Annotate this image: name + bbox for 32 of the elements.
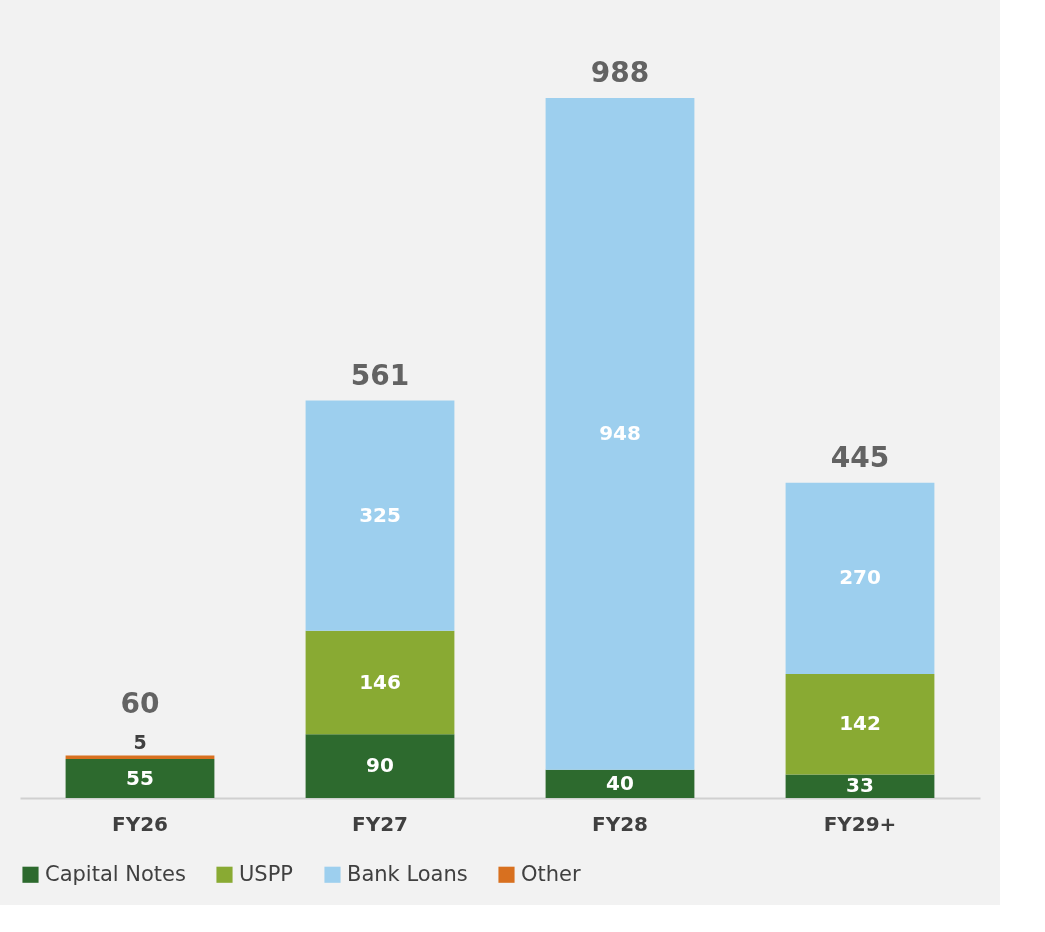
data-label: 33 bbox=[846, 773, 874, 798]
data-label: 142 bbox=[839, 711, 881, 736]
x-tick-label: FY26 bbox=[112, 811, 168, 836]
legend-label: Other bbox=[521, 861, 581, 886]
bar bbox=[65, 759, 215, 798]
bar bbox=[785, 774, 935, 798]
bar bbox=[305, 400, 455, 631]
total-label: 561 bbox=[350, 358, 410, 392]
bar bbox=[545, 98, 695, 770]
data-label: 40 bbox=[606, 770, 634, 795]
bar bbox=[785, 482, 935, 675]
x-tick-label: FY28 bbox=[592, 811, 648, 836]
bar bbox=[65, 755, 215, 760]
total-label: 988 bbox=[590, 56, 650, 89]
data-label: 90 bbox=[366, 753, 394, 778]
bar bbox=[785, 674, 935, 775]
data-label: 948 bbox=[599, 420, 641, 445]
data-label: 146 bbox=[359, 669, 401, 694]
legend-label: USPP bbox=[239, 861, 294, 886]
total-label: 60 bbox=[120, 687, 160, 721]
data-label: 325 bbox=[359, 502, 401, 527]
legend-label: Capital Notes bbox=[45, 861, 186, 886]
x-tick-label: FY27 bbox=[352, 811, 408, 836]
legend-label: Bank Loans bbox=[347, 861, 468, 886]
bar bbox=[545, 769, 695, 798]
x-tick-label: FY29+ bbox=[823, 811, 897, 836]
data-label: 55 bbox=[126, 765, 154, 790]
total-label: 445 bbox=[830, 440, 890, 474]
data-label: 5 bbox=[133, 731, 147, 754]
bar bbox=[305, 734, 455, 798]
bar bbox=[305, 630, 455, 735]
data-label: 270 bbox=[839, 565, 881, 590]
